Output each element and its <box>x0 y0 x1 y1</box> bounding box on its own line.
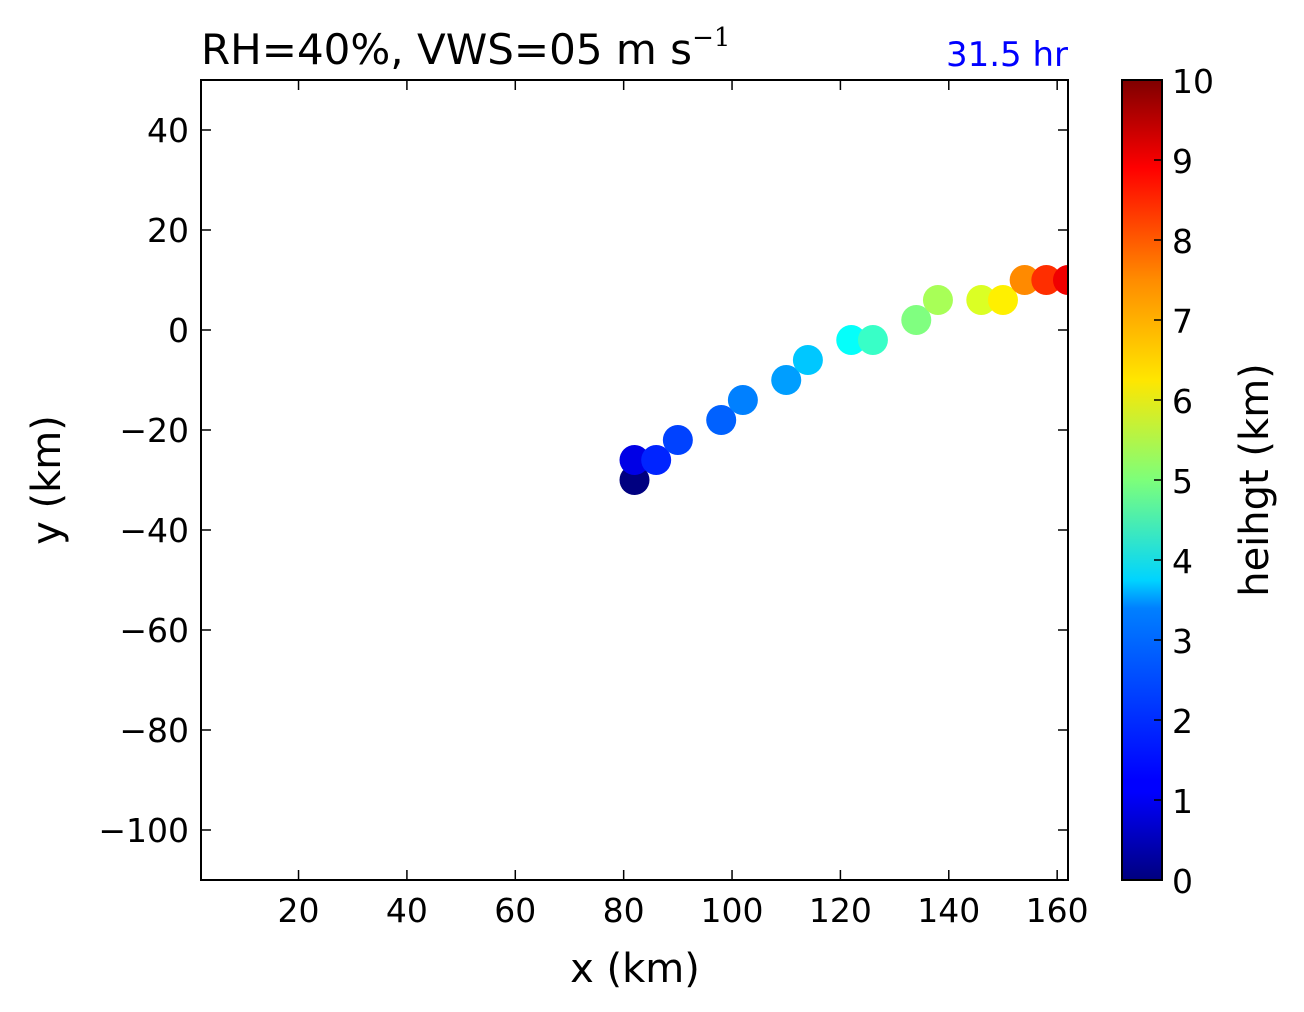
scatter-point <box>771 365 802 395</box>
colorbar-tick-label: 3 <box>1172 622 1193 661</box>
y-tick-label: 0 <box>168 311 189 350</box>
colorbar-ticks: 0 1 2 3 4 5 6 7 8 9 10 <box>1154 62 1214 901</box>
scatter-point <box>1053 265 1068 295</box>
y-axis-title: y (km) <box>24 415 70 545</box>
scatter-point <box>1009 265 1040 295</box>
x-axis-ticks: 20 40 60 80 100 120 140 160 <box>278 80 1089 930</box>
plot-frame <box>200 79 1069 881</box>
scatter-point <box>987 285 1018 315</box>
scatter-point <box>619 445 650 475</box>
scatter-point <box>966 285 997 315</box>
scatter-points <box>619 265 1068 495</box>
x-tick-label: 40 <box>386 891 428 930</box>
scatter-point <box>662 425 693 455</box>
x-tick-label: 60 <box>494 891 536 930</box>
x-tick-label: 80 <box>603 891 645 930</box>
x-tick-label: 100 <box>701 891 764 930</box>
scatter-point <box>857 325 888 355</box>
chart-title: RH=40%, VWS=05 m s−1 <box>201 23 730 74</box>
scatter-point <box>901 305 932 335</box>
scatter-point <box>836 325 867 355</box>
scatter-point <box>922 285 953 315</box>
x-tick-label: 140 <box>917 891 980 930</box>
time-label: 31.5 hr <box>946 35 1068 75</box>
y-tick-label: −100 <box>98 811 189 850</box>
colorbar-tick-label: 1 <box>1172 782 1193 821</box>
scatter-point <box>727 385 758 415</box>
y-tick-label: −80 <box>119 711 189 750</box>
colorbar-tick-label: 0 <box>1172 862 1193 901</box>
y-tick-label: −20 <box>119 411 189 450</box>
colorbar-tick-label: 10 <box>1172 62 1214 101</box>
colorbar-tick-label: 9 <box>1172 142 1193 181</box>
colorbar-tick-label: 4 <box>1172 542 1193 581</box>
scatter-point <box>792 345 823 375</box>
x-tick-label: 20 <box>278 891 320 930</box>
y-tick-label: 40 <box>147 111 189 150</box>
colorbar-tick-label: 6 <box>1172 382 1193 421</box>
colorbar: 0 1 2 3 4 5 6 7 8 9 10 heihgt (km) <box>1121 62 1278 901</box>
colorbar-tick-label: 7 <box>1172 302 1193 341</box>
x-tick-label: 160 <box>1026 891 1089 930</box>
scatter-point <box>706 405 737 435</box>
y-tick-label: 20 <box>147 211 189 250</box>
y-axis-ticks: 40 20 0 −20 −40 −60 −80 −100 <box>98 111 1068 850</box>
scatter-point <box>1031 265 1062 295</box>
colorbar-tick-label: 2 <box>1172 702 1193 741</box>
colorbar-tick-label: 5 <box>1172 462 1193 501</box>
colorbar-tick-label: 8 <box>1172 222 1193 261</box>
plot-area: 20 40 60 80 100 120 140 160 40 20 0 −20 −40 −60 −80 −1… <box>98 79 1089 930</box>
scatter-point <box>641 445 672 475</box>
x-tick-label: 120 <box>809 891 872 930</box>
y-tick-label: −60 <box>119 611 189 650</box>
colorbar-title: heihgt (km) <box>1232 363 1278 597</box>
x-axis-title: x (km) <box>570 946 700 992</box>
y-tick-label: −40 <box>119 511 189 550</box>
